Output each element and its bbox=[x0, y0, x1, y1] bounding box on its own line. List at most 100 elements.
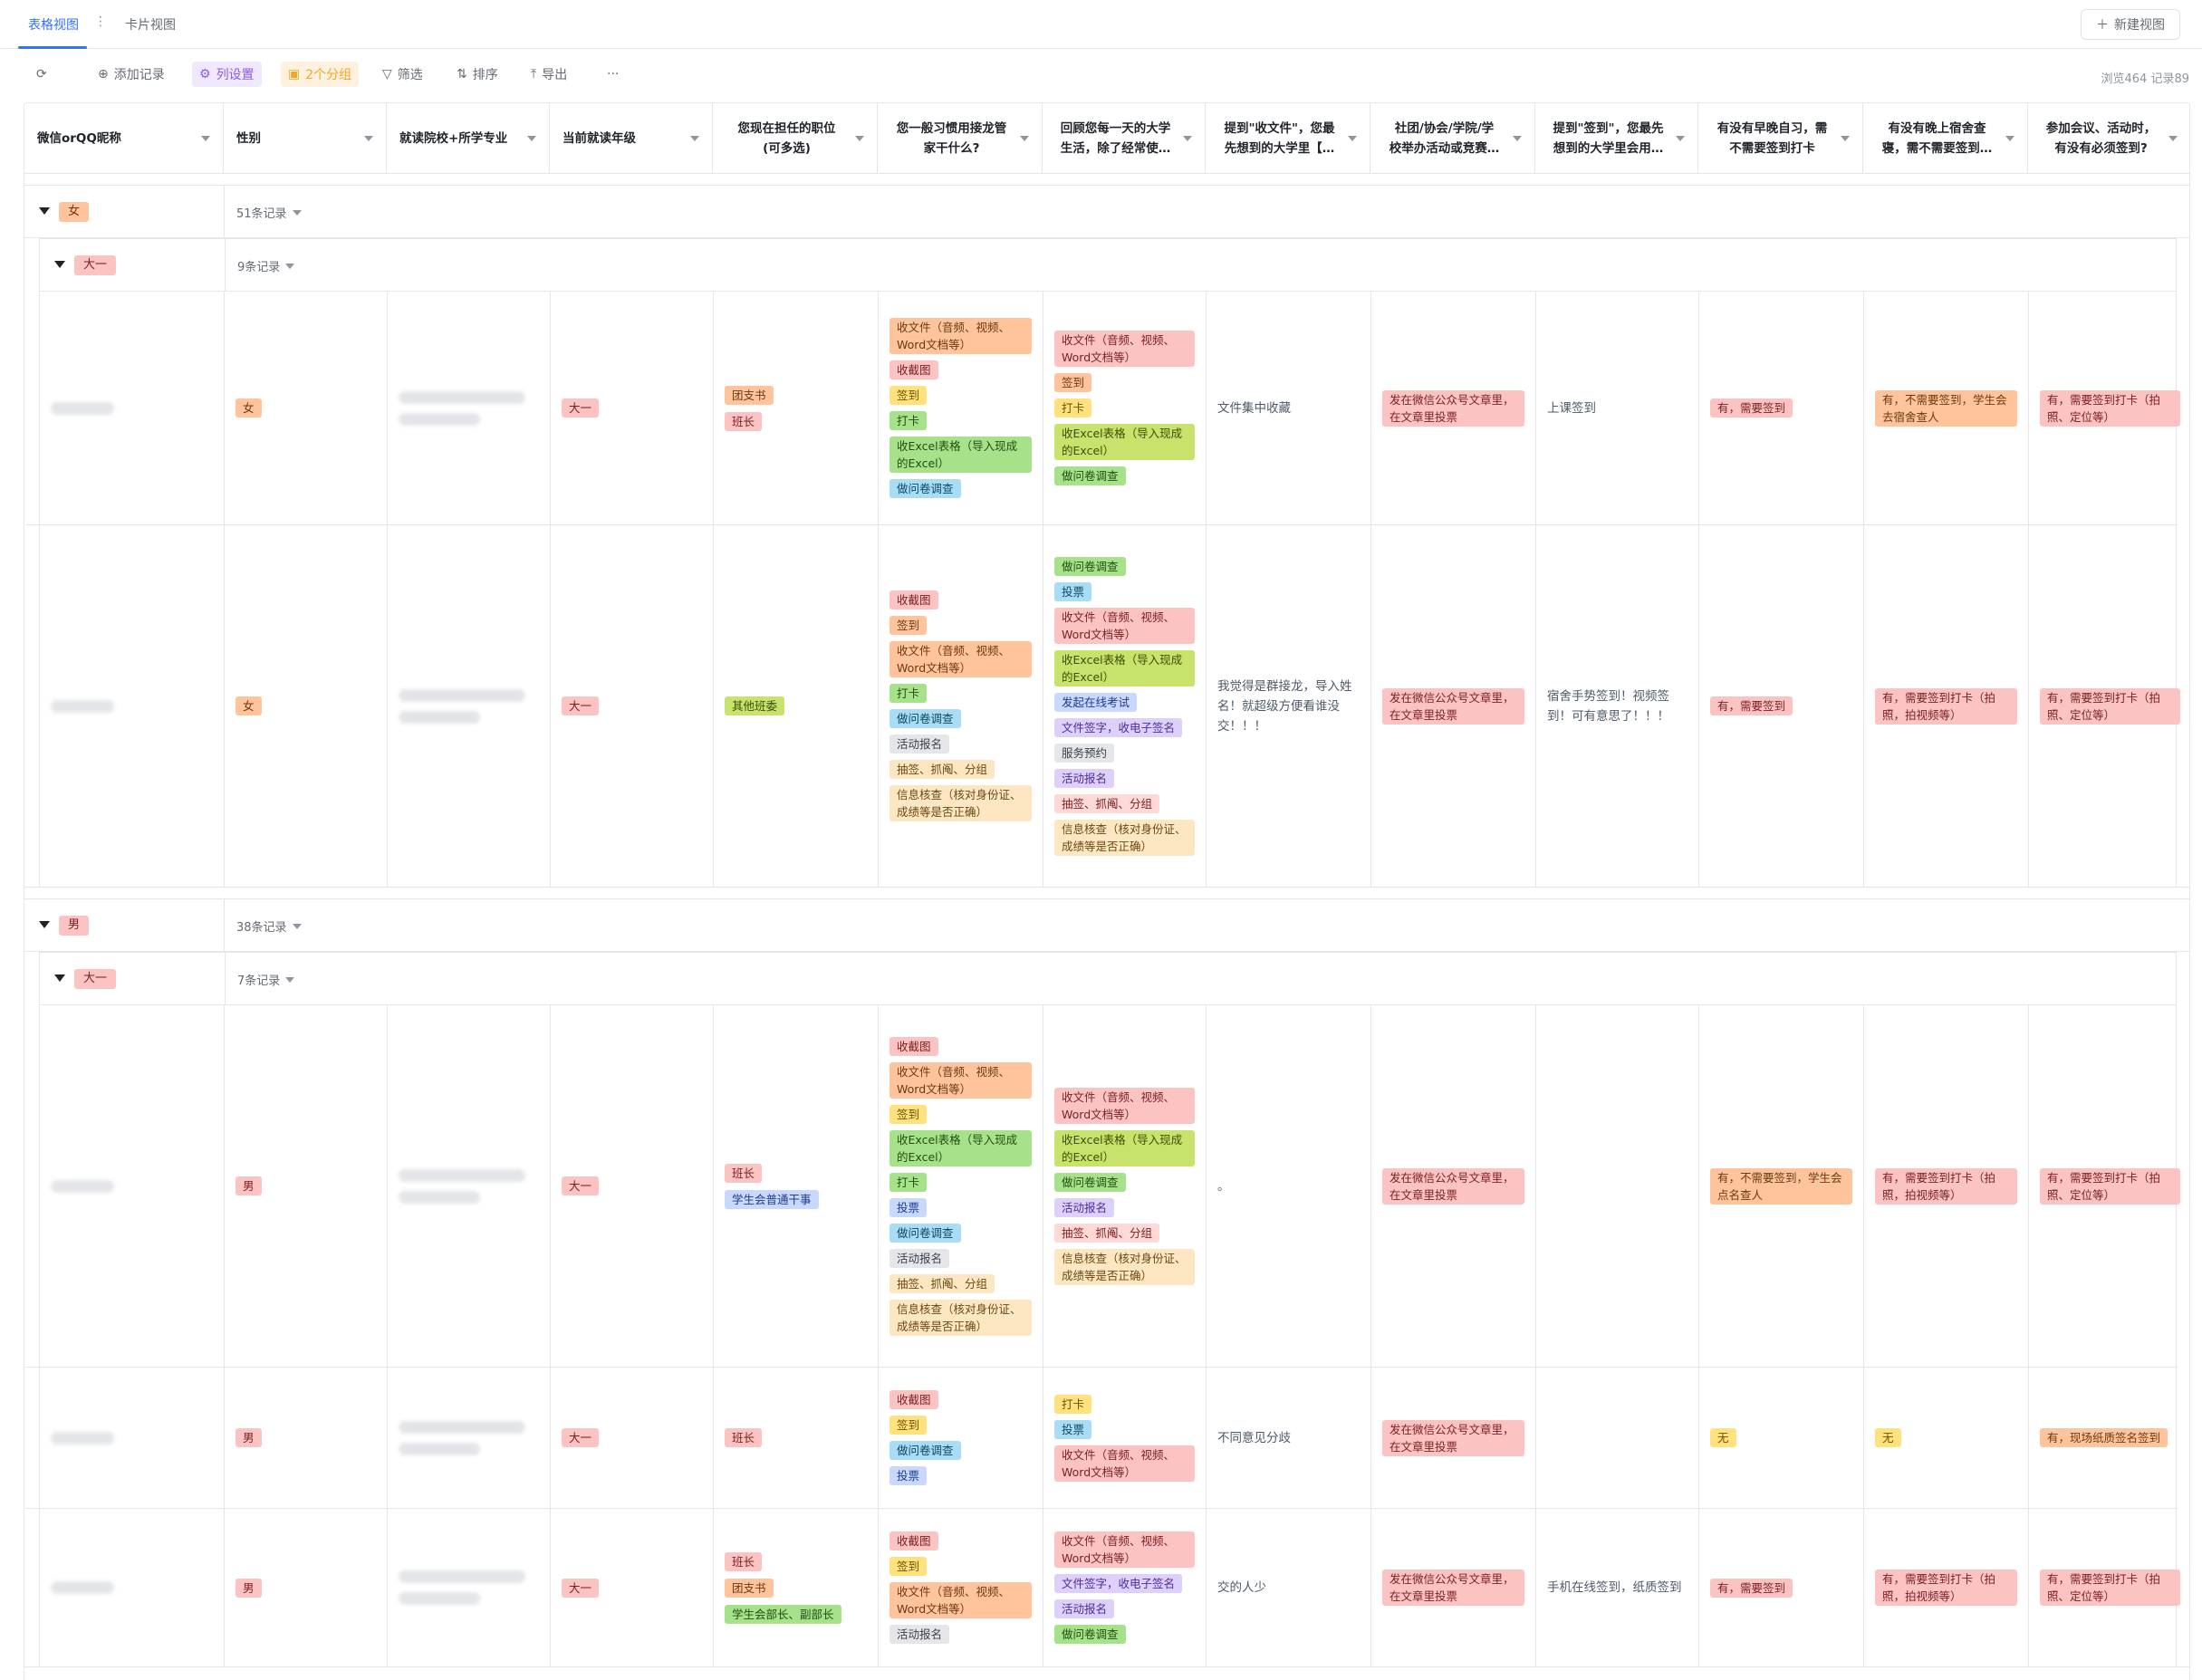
table-cell[interactable]: 收文件（音频、视频、Word文档等） 收Excel表格（导入现成的Excel） 做问… bbox=[1043, 1005, 1207, 1367]
column-header[interactable]: 您现在担任的职位 (可多选) bbox=[713, 103, 878, 174]
table-row[interactable]: 男大一 班长 学生会普通干事 收截图 收文件（音频、视频、Word文档等） 签到 收Exce… bbox=[25, 1005, 2180, 1368]
add-record-button[interactable]: ⊕ 添加记录 bbox=[91, 62, 172, 87]
tab-card-view[interactable]: 卡片视图 bbox=[125, 18, 176, 33]
column-header[interactable]: 有没有早晚自习，需 不需要签到打卡 bbox=[1698, 103, 1863, 174]
chevron-down-icon[interactable] bbox=[527, 136, 536, 141]
table-cell[interactable]: 收文件（音频、视频、Word文档等） 收截图 签到 打卡 收Excel表格（导入现成的E… bbox=[879, 292, 1043, 524]
chevron-down-icon[interactable] bbox=[2168, 136, 2178, 141]
table-cell[interactable]: 不同意见分歧 bbox=[1207, 1368, 1371, 1508]
group-button[interactable]: ▣ 2个分组 bbox=[281, 62, 360, 87]
group-count[interactable]: 51条记录 bbox=[236, 204, 302, 221]
tab-table-view[interactable]: 表格视图 bbox=[28, 18, 79, 33]
table-cell[interactable] bbox=[25, 525, 225, 887]
column-header[interactable]: 提到"签到"，您最先 想到的大学里会用… bbox=[1535, 103, 1698, 174]
chevron-down-icon[interactable] bbox=[1513, 136, 1522, 141]
filter-button[interactable]: ▽ 筛选 bbox=[375, 62, 430, 87]
table-cell[interactable]: 宿舍手势签到！视频签到！可有意思了！！！ bbox=[1536, 525, 1699, 887]
collapse-icon[interactable] bbox=[39, 921, 50, 928]
chevron-down-icon[interactable] bbox=[364, 136, 373, 141]
table-cell[interactable]: 有，需要签到打卡（拍照，拍视频等） bbox=[1864, 525, 2029, 887]
table-cell[interactable]: 男 bbox=[225, 1509, 388, 1666]
table-cell[interactable]: 发在微信公众号文章里，在文章里投票 bbox=[1371, 1509, 1536, 1666]
table-cell[interactable]: 男 bbox=[225, 1005, 388, 1367]
table-cell[interactable] bbox=[388, 1005, 551, 1367]
subgroup-header[interactable]: 大一 7条记录 bbox=[40, 953, 2176, 1005]
group-count[interactable]: 38条记录 bbox=[236, 917, 302, 935]
collapse-icon[interactable] bbox=[39, 207, 50, 215]
column-header[interactable]: 当前就读年级 bbox=[550, 103, 713, 174]
table-cell[interactable]: 团支书 班长 bbox=[714, 292, 879, 524]
column-header[interactable]: 回顾您每一天的大学 生活，除了经常使… bbox=[1043, 103, 1206, 174]
subgroup-header[interactable]: 大一 9条记录 bbox=[40, 239, 2176, 292]
table-cell[interactable]: 发在微信公众号文章里，在文章里投票 bbox=[1371, 292, 1536, 524]
new-view-button[interactable]: ＋ 新建视图 bbox=[2081, 9, 2180, 40]
table-cell[interactable]: 收截图 签到 收文件（音频、视频、Word文档等） 活动报名 bbox=[879, 1509, 1043, 1666]
table-cell[interactable]: 有，需要签到 bbox=[1699, 292, 1864, 524]
subgroup-count[interactable]: 9条记录 bbox=[237, 257, 295, 274]
table-cell[interactable]: 有，需要签到打卡（拍照、定位等） bbox=[2029, 292, 2189, 524]
table-cell[interactable]: 班长 学生会普通干事 bbox=[714, 1005, 879, 1367]
table-cell[interactable]: 女 bbox=[225, 525, 388, 887]
table-row[interactable]: 女大一 其他班委 收截图 签到 收文件（音频、视频、Word文档等） 打卡 做问卷调查 活动报… bbox=[25, 525, 2180, 888]
table-cell[interactable]: 发在微信公众号文章里，在文章里投票 bbox=[1371, 1005, 1536, 1367]
table-cell[interactable]: 班长 团支书 学生会部长、副部长 bbox=[714, 1509, 879, 1666]
table-cell[interactable]: 大一 bbox=[551, 1368, 714, 1508]
chevron-down-icon[interactable] bbox=[855, 136, 864, 141]
table-cell[interactable]: 其他班委 bbox=[714, 525, 879, 887]
column-header[interactable]: 性别 bbox=[224, 103, 387, 174]
chevron-down-icon[interactable] bbox=[1348, 136, 1357, 141]
table-cell[interactable]: 收文件（音频、视频、Word文档等） 文件签字，收电子签名 活动报名 做问卷调查 bbox=[1043, 1509, 1207, 1666]
table-cell[interactable]: 有，需要签到 bbox=[1699, 1509, 1864, 1666]
group-header[interactable]: 男 38条记录 bbox=[24, 899, 2189, 952]
table-cell[interactable]: 男 bbox=[225, 1368, 388, 1508]
chevron-down-icon[interactable] bbox=[1183, 136, 1192, 141]
table-cell[interactable] bbox=[1536, 1005, 1699, 1367]
group-header[interactable]: 女 51条记录 bbox=[24, 186, 2189, 238]
table-cell[interactable]: 无 bbox=[1864, 1368, 2029, 1508]
table-cell[interactable]: 我觉得是群接龙，导入姓名！就超级方便看谁没交！！！ bbox=[1207, 525, 1371, 887]
subgroup-count[interactable]: 7条记录 bbox=[237, 971, 295, 988]
table-cell[interactable]: 上课签到 bbox=[1536, 292, 1699, 524]
table-cell[interactable] bbox=[388, 1509, 551, 1666]
table-row[interactable]: 男 大一 班长 团支书 学生会部长、副部长 收截图 签到 收文件（音频、视频、Word文档等）… bbox=[25, 1509, 2180, 1667]
table-cell[interactable]: 班长 bbox=[714, 1368, 879, 1508]
table-cell[interactable] bbox=[25, 292, 225, 524]
table-cell[interactable] bbox=[388, 525, 551, 887]
table-cell[interactable] bbox=[25, 1509, 225, 1666]
table-cell[interactable]: 打卡 投票 收文件（音频、视频、Word文档等） bbox=[1043, 1368, 1207, 1508]
chevron-down-icon[interactable] bbox=[201, 136, 210, 141]
table-row[interactable]: 男 大一 班长 收截图 签到 做问卷调查 投票 打卡 投票 收文件（音频、视频、Word文档等）不… bbox=[25, 1368, 2178, 1509]
chevron-down-icon[interactable] bbox=[1020, 136, 1029, 141]
chevron-down-icon[interactable] bbox=[1841, 136, 1850, 141]
column-header[interactable]: 您一般习惯用接龙管 家干什么? bbox=[878, 103, 1043, 174]
column-header[interactable]: 有没有晚上宿舍查 寝，需不需要签到… bbox=[1863, 103, 2028, 174]
chevron-down-icon[interactable] bbox=[690, 136, 699, 141]
table-cell[interactable]: 大一 bbox=[551, 525, 714, 887]
sort-button[interactable]: ⇅ 排序 bbox=[449, 62, 505, 87]
table-cell[interactable]: 大一 bbox=[551, 1509, 714, 1666]
refresh-button[interactable]: ⟳ bbox=[29, 62, 54, 87]
table-cell[interactable]: 有，需要签到 bbox=[1699, 525, 1864, 887]
chevron-down-icon[interactable] bbox=[2005, 136, 2014, 141]
table-cell[interactable]: 手机在线签到，纸质签到 bbox=[1536, 1509, 1699, 1666]
table-cell[interactable]: 交的人少 bbox=[1207, 1509, 1371, 1666]
table-cell[interactable]: 有，不需要签到，学生会去宿舍查人 bbox=[1864, 292, 2029, 524]
column-header[interactable]: 参加会议、活动时， 有没有必须签到? bbox=[2028, 103, 2189, 174]
table-cell[interactable]: 有，需要签到打卡（拍照，拍视频等） bbox=[1864, 1509, 2029, 1666]
chevron-down-icon[interactable] bbox=[1676, 136, 1685, 141]
column-settings-button[interactable]: ⚙ 列设置 bbox=[192, 62, 262, 87]
column-header[interactable]: 社团/协会/学院/学 校举办活动或竞赛… bbox=[1370, 103, 1535, 174]
table-cell[interactable]: 收文件（音频、视频、Word文档等） 签到 打卡 收Excel表格（导入现成的Exce… bbox=[1043, 292, 1207, 524]
table-cell[interactable]: 收截图 收文件（音频、视频、Word文档等） 签到 收Excel表格（导入现成的Exc… bbox=[879, 1005, 1043, 1367]
table-cell[interactable] bbox=[25, 1005, 225, 1367]
export-button[interactable]: ⤒ 导出 bbox=[524, 62, 574, 87]
table-cell[interactable]: 无 bbox=[1699, 1368, 1864, 1508]
table-cell[interactable]: 有，需要签到打卡（拍照、定位等） bbox=[2029, 1509, 2189, 1666]
table-cell[interactable] bbox=[388, 292, 551, 524]
table-cell[interactable]: 收截图 签到 收文件（音频、视频、Word文档等） 打卡 做问卷调查 活动报名 抽签、抓阄、… bbox=[879, 525, 1043, 887]
table-cell[interactable]: 。 bbox=[1207, 1005, 1371, 1367]
table-cell[interactable]: 女 bbox=[225, 292, 388, 524]
table-cell[interactable]: 收截图 签到 做问卷调查 投票 bbox=[879, 1368, 1043, 1508]
table-cell[interactable]: 发在微信公众号文章里，在文章里投票 bbox=[1371, 1368, 1536, 1508]
more-button[interactable]: ··· bbox=[607, 67, 620, 82]
